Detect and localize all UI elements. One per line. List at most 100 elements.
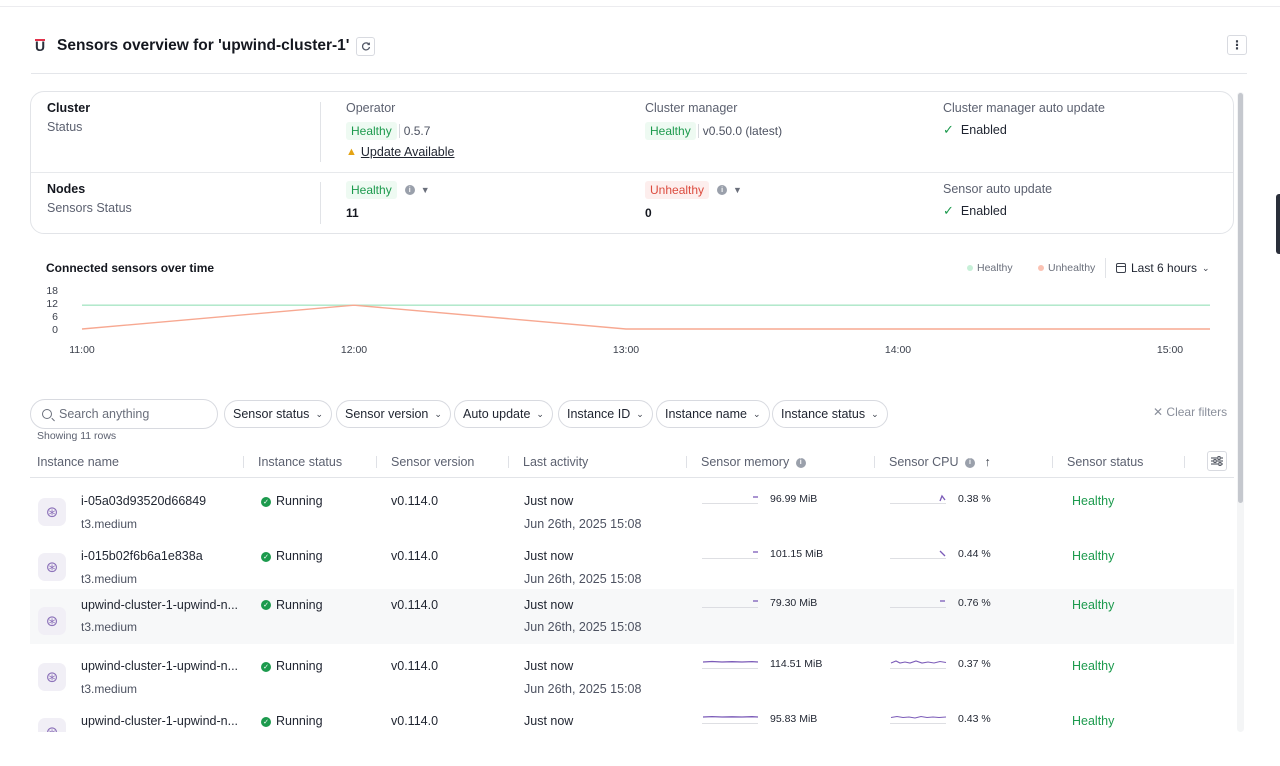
instance-icon: ⊛ (38, 607, 66, 635)
sensor-cpu: 0.76 % (958, 597, 991, 609)
scrollbar-thumb[interactable] (1238, 93, 1243, 503)
cluster-manager-label: Cluster manager (645, 101, 738, 115)
sensor-memory: 79.30 MiB (770, 597, 818, 609)
search-icon (42, 409, 52, 419)
last-activity-date: Jun 26th, 2025 15:08 (524, 682, 642, 696)
sensor-version: v0.114.0 (391, 494, 439, 508)
col-instance-status[interactable]: Instance status (258, 455, 343, 469)
instance-icon: ⊛ (38, 718, 66, 732)
caret-down-icon[interactable]: ▼ (420, 185, 430, 195)
calendar-icon (1116, 263, 1126, 273)
operator-label: Operator (346, 101, 396, 115)
chevron-down-icon: ⌄ (434, 408, 442, 419)
chevron-down-icon: ⌄ (536, 408, 544, 419)
info-icon[interactable]: i (795, 457, 806, 468)
summary-row-divider (31, 172, 1233, 173)
close-icon: ✕ (1153, 405, 1164, 419)
time-range-dropdown[interactable]: Last 6 hours ⌄ (1105, 258, 1210, 278)
update-available-link[interactable]: Update Available (360, 145, 455, 159)
column-settings-button[interactable] (1207, 451, 1227, 471)
column-resize-handle[interactable] (376, 456, 377, 468)
filter-instance-status[interactable]: Instance status ⌄ (772, 400, 888, 428)
instance-name[interactable]: upwind-cluster-1-upwind-n... (81, 714, 239, 728)
warning-icon: ▲ (346, 146, 357, 158)
search-box[interactable] (30, 399, 218, 429)
clear-filters-button[interactable]: ✕ Clear filters (1153, 405, 1227, 419)
filter-instance-id[interactable]: Instance ID ⌄ (558, 400, 653, 428)
legend-unhealthy[interactable]: Unhealthy (1038, 262, 1095, 274)
info-icon[interactable]: i (717, 185, 728, 195)
side-panel-handle[interactable] (1276, 194, 1280, 254)
nodes-status-block: Nodes Sensors Status (47, 182, 132, 215)
search-input[interactable] (59, 407, 209, 421)
sensor-auto-update-block: Sensor auto update ✓ Enabled (943, 182, 1052, 219)
last-activity: Just now (524, 598, 574, 612)
instance-status: Running (276, 714, 323, 728)
running-check-icon: ✓ (261, 662, 271, 672)
column-resize-handle[interactable] (508, 456, 509, 468)
column-resize-handle[interactable] (1184, 456, 1185, 468)
table-row[interactable]: ⊛ upwind-cluster-1-upwind-n... t3.medium… (30, 589, 1234, 644)
chart-title: Connected sensors over time (46, 261, 215, 275)
col-sensor-memory[interactable]: Sensor memory i (701, 455, 806, 469)
filter-label: Auto update (463, 407, 531, 421)
sort-ascending-icon[interactable]: ↑ (984, 455, 991, 469)
table-row[interactable]: ⊛ i-015b02f6b6a1e838a t3.medium ✓ Runnin… (30, 539, 1234, 594)
col-last-activity[interactable]: Last activity (523, 455, 589, 469)
page-title: Sensors overview for 'upwind-cluster-1' (57, 37, 350, 54)
memory-sparkline (702, 660, 759, 669)
last-activity: Just now (524, 659, 574, 673)
cpu-sparkline (890, 600, 946, 608)
filter-instance-name[interactable]: Instance name ⌄ (656, 400, 770, 428)
running-check-icon: ✓ (261, 497, 271, 507)
running-check-icon: ✓ (261, 717, 271, 727)
nodes-title: Nodes (47, 182, 86, 196)
instance-icon: ⊛ (38, 663, 66, 691)
instance-name[interactable]: i-05a03d93520d66849 (81, 494, 207, 508)
info-icon[interactable]: i (964, 457, 975, 468)
x-tick-label: 13:00 (613, 344, 639, 356)
col-label: Sensor memory (701, 455, 790, 469)
column-resize-handle[interactable] (243, 456, 244, 468)
more-options-button[interactable]: ⋮ (1227, 35, 1247, 55)
info-icon[interactable]: i (404, 185, 415, 195)
table-row[interactable]: ⊛ upwind-cluster-1-upwind-n... ✓ Running… (30, 704, 1234, 732)
column-resize-handle[interactable] (1052, 456, 1053, 468)
summary-separator (320, 102, 321, 162)
last-activity: Just now (524, 494, 574, 508)
running-check-icon: ✓ (261, 600, 271, 610)
table-row[interactable]: ⊛ i-05a03d93520d66849 t3.medium ✓ Runnin… (30, 484, 1234, 539)
check-icon: ✓ (943, 203, 954, 218)
col-sensor-version[interactable]: Sensor version (391, 455, 475, 469)
filter-sensor-version[interactable]: Sensor version ⌄ (336, 400, 451, 428)
caret-down-icon[interactable]: ▼ (733, 185, 742, 195)
last-activity-date: Jun 26th, 2025 15:08 (524, 517, 642, 531)
filter-label: Instance status (781, 407, 866, 421)
column-resize-handle[interactable] (874, 456, 875, 468)
sensor-memory: 101.15 MiB (770, 548, 824, 560)
y-tick-label: 12 (46, 298, 58, 310)
column-resize-handle[interactable] (686, 456, 687, 468)
instance-name[interactable]: i-015b02f6b6a1e838a (81, 549, 203, 563)
legend-healthy[interactable]: Healthy (967, 262, 1013, 274)
chevron-down-icon: ⌄ (315, 408, 323, 419)
col-instance-name[interactable]: Instance name (37, 455, 119, 469)
filter-auto-update[interactable]: Auto update ⌄ (454, 400, 553, 428)
col-sensor-cpu[interactable]: Sensor CPU i ↑ (889, 455, 991, 469)
chevron-down-icon: ⌄ (636, 408, 644, 419)
instance-type: t3.medium (81, 517, 138, 531)
col-sensor-status[interactable]: Sensor status (1067, 455, 1144, 469)
sliders-icon (1211, 456, 1223, 466)
sensor-version: v0.114.0 (391, 659, 439, 673)
memory-sparkline (702, 551, 758, 559)
kebab-icon: ⋮ (1231, 38, 1243, 52)
filter-sensor-status[interactable]: Sensor status ⌄ (224, 400, 332, 428)
instance-name[interactable]: upwind-cluster-1-upwind-n... (81, 598, 239, 612)
refresh-button[interactable] (356, 36, 376, 56)
cpu-sparkline (890, 660, 947, 669)
instance-name[interactable]: upwind-cluster-1-upwind-n... (81, 659, 239, 673)
cluster-manager-auto-update-label: Cluster manager auto update (943, 101, 1105, 115)
page-header: U Sensors overview for 'upwind-cluster-1… (31, 34, 1247, 58)
table-row[interactable]: ⊛ upwind-cluster-1-upwind-n... t3.medium… (30, 649, 1234, 704)
sensor-cpu: 0.44 % (958, 548, 991, 560)
